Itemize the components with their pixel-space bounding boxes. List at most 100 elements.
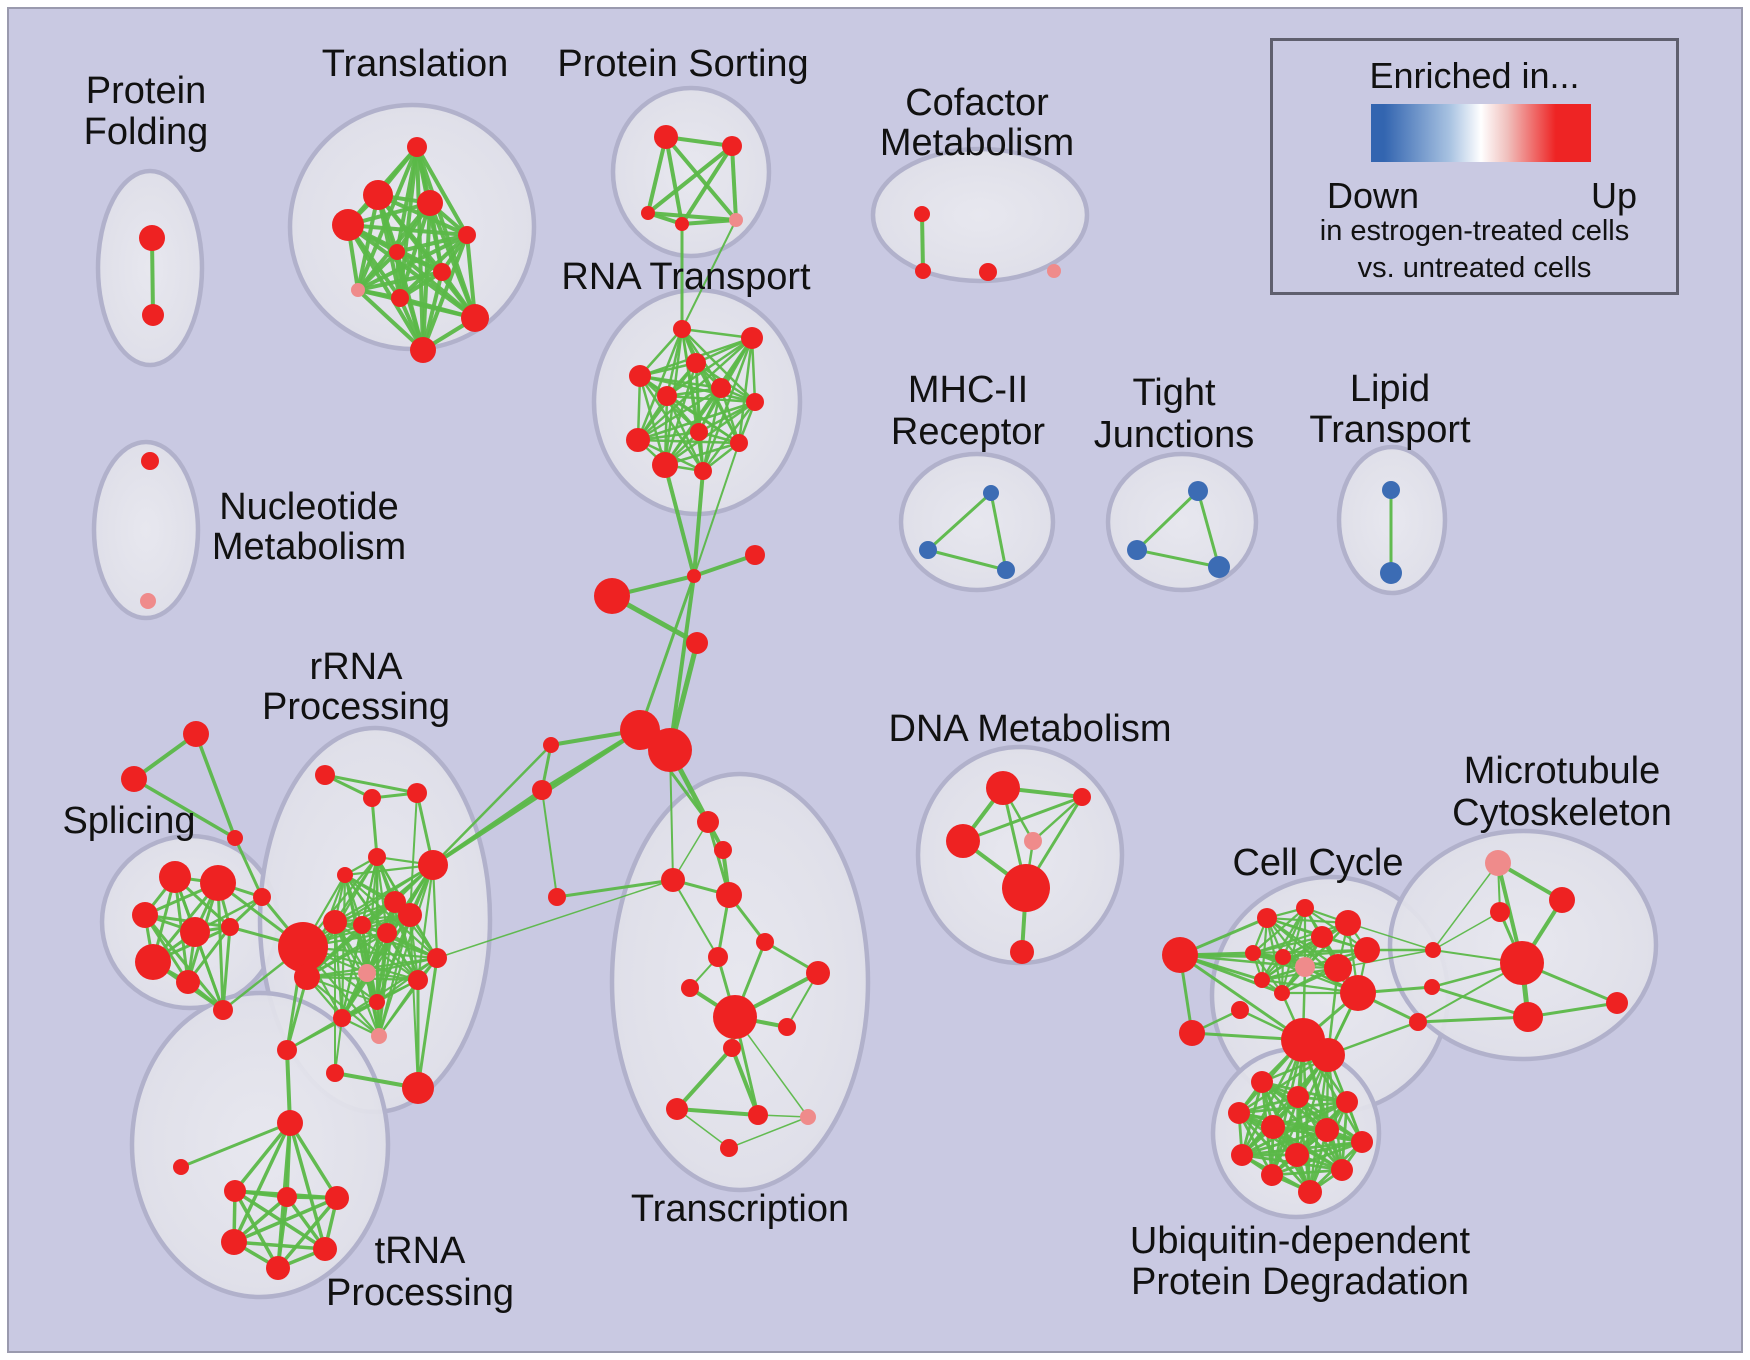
rrna-node-5 (418, 850, 448, 880)
cell-cycle-node-6 (1275, 949, 1291, 965)
trna-node-1 (173, 1159, 189, 1175)
network-edge (334, 864, 434, 923)
translation-node-8 (391, 289, 409, 307)
transcription-node-3 (716, 882, 742, 908)
rrna-node-21 (326, 1064, 344, 1082)
transcription-node-0 (697, 811, 719, 833)
connector-node-2 (594, 578, 630, 614)
legend-box: Enriched in... Down Up in estrogen-treat… (1270, 38, 1679, 295)
network-edge (666, 394, 756, 404)
trna-ellipse (129, 990, 391, 1300)
cluster-label-mhc-ii-receptor: MHC-II (908, 369, 1028, 411)
connector-node-5 (648, 728, 692, 772)
translation-node-7 (351, 283, 365, 297)
network-edge (702, 401, 756, 472)
network-edge (356, 194, 380, 291)
ubiquitin-node-10 (1261, 1164, 1283, 1186)
cluster-label-tight-junctions: Tight (1132, 372, 1216, 414)
cluster-label-microtubule: Cytoskeleton (1452, 792, 1672, 834)
rna-transport-node-0 (673, 320, 691, 338)
network-edge (1270, 1054, 1330, 1176)
network-edge (681, 218, 737, 226)
translation-node-3 (332, 209, 364, 241)
network-edge (636, 328, 684, 441)
protein-sorting-node-3 (675, 217, 689, 231)
transcription-node-5 (756, 933, 774, 951)
cell-cycle-node-11 (1274, 985, 1290, 1001)
legend-caption-line2: vs. untreated cells (1357, 252, 1592, 284)
transcription-node-14 (800, 1109, 816, 1125)
network-edge (431, 864, 439, 959)
network-edge (276, 1196, 339, 1270)
splicing-node-4 (135, 944, 171, 980)
cluster-label-rrna: Processing (262, 686, 450, 728)
microtubule-node-1 (1549, 887, 1575, 913)
network-edge (1252, 935, 1323, 955)
network-edge (668, 575, 696, 751)
trna-node-3 (277, 1187, 297, 1207)
network-edge (377, 864, 435, 1037)
rrna-node-16 (369, 994, 385, 1010)
network-edge (1238, 1053, 1329, 1115)
connector-node-7 (532, 780, 552, 800)
cluster-label-nucleotide-metabolism: Metabolism (212, 526, 406, 568)
network-edge (681, 328, 756, 403)
network-edge (436, 879, 674, 959)
network-edge (375, 914, 412, 1003)
network-edge (1136, 548, 1220, 569)
cell-cycle-node-16 (1231, 1001, 1249, 1019)
rna-transport-node-3 (629, 365, 651, 387)
network-edge (361, 924, 419, 981)
network-edge (920, 213, 925, 272)
cluster-label-cofactor-metabolism: Cofactor (905, 82, 1049, 124)
network-edge (1271, 1140, 1363, 1177)
cluster-label-trna: Processing (326, 1272, 514, 1314)
ubiquitin-node-8 (1285, 1143, 1309, 1167)
network-edge (556, 878, 674, 899)
translation-node-5 (389, 244, 405, 260)
dna-metabolism-node-4 (1002, 864, 1050, 912)
network-edge (378, 957, 438, 1037)
ubiquitin-node-11 (1298, 1180, 1322, 1204)
cell-cycle-node-8 (1324, 954, 1352, 982)
cell-cycle-node-10 (1254, 972, 1270, 988)
ubiquitin-node-4 (1261, 1115, 1285, 1139)
network-edge (288, 1122, 339, 1199)
rrna-node-12 (398, 903, 422, 927)
rrna-node-14 (408, 970, 428, 990)
network-edge (409, 792, 418, 916)
dna-metabolism-node-1 (1073, 788, 1091, 806)
microtubule-node-4 (1513, 1002, 1543, 1032)
rrna-node-0 (315, 765, 335, 785)
network-edge (664, 135, 738, 222)
trna-node-0 (277, 1110, 303, 1136)
rna-transport-node-2 (686, 353, 706, 373)
network-edge (416, 957, 439, 1089)
rrna-node-19 (277, 1040, 297, 1060)
network-edge (1135, 489, 1200, 552)
transcription-node-11 (723, 1039, 741, 1057)
network-edge (356, 250, 399, 292)
transcription-node-7 (806, 961, 830, 985)
transcription-node-15 (720, 1139, 738, 1157)
dna-metabolism-node-3 (1024, 832, 1042, 850)
translation-node-2 (417, 190, 443, 216)
microtubule-node-5 (1606, 992, 1628, 1014)
network-edge (681, 219, 737, 330)
rrna-node-20 (402, 1072, 434, 1104)
network-edge (1271, 1168, 1343, 1177)
cell-cycle-node-2 (1296, 899, 1314, 917)
cluster-label-transcription: Transcription (631, 1188, 849, 1230)
microtubule-node-0 (1485, 850, 1511, 876)
cluster-label-nucleotide-metabolism: Nucleotide (219, 486, 399, 528)
network-edge (1337, 949, 1434, 969)
network-edge (334, 913, 411, 924)
protein-sorting-node-0 (654, 125, 678, 149)
network-edge (357, 270, 443, 292)
network-edge (672, 879, 719, 958)
dna-metabolism-ellipse (915, 744, 1125, 966)
tight-junctions-node-0 (1188, 481, 1208, 501)
network-edge (1527, 1001, 1618, 1019)
nucleotide-metabolism-node-0 (141, 452, 159, 470)
